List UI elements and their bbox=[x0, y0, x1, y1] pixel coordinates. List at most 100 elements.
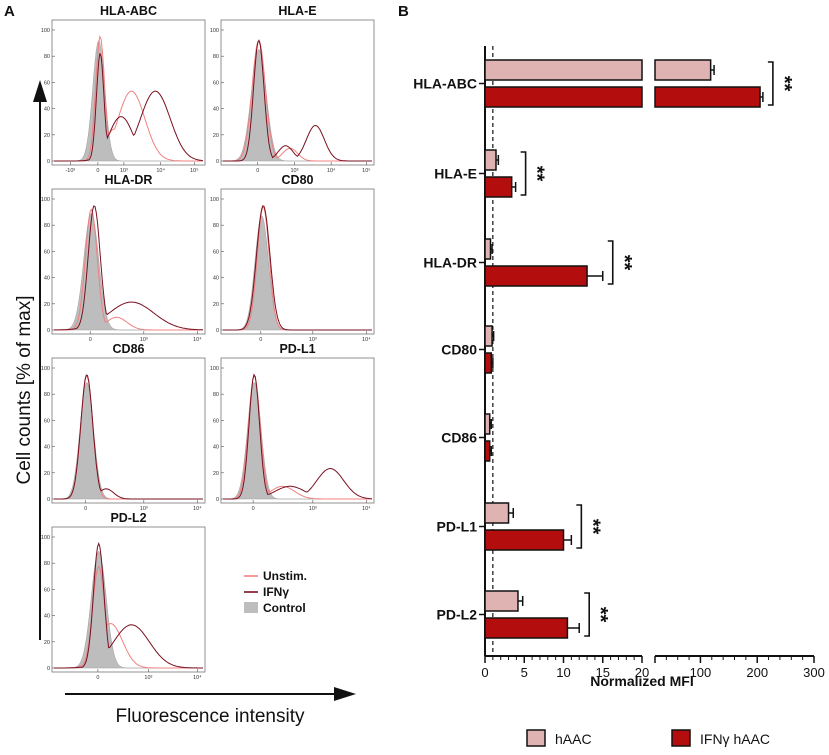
histogram-frame bbox=[220, 188, 375, 335]
y-tick-label: 60 bbox=[44, 249, 50, 255]
ifng-histogram bbox=[223, 373, 373, 500]
y-tick-label: 60 bbox=[213, 418, 219, 424]
x-tick-label: 300 bbox=[803, 665, 825, 680]
x-tick-label: 10³ bbox=[140, 506, 148, 512]
significance-stars: ** bbox=[773, 76, 795, 92]
x-tick-label: 0 bbox=[96, 675, 99, 681]
x-tick-label: 15 bbox=[596, 665, 610, 680]
x-tick-label: 0 bbox=[481, 665, 488, 680]
ifng-histogram bbox=[54, 53, 204, 162]
histogram-cd80: CD80 0 20 40 60 80 100 0 10³ 10⁴ bbox=[210, 173, 375, 343]
y-tick-label: 100 bbox=[41, 366, 50, 372]
x-tick-label: 100 bbox=[690, 665, 712, 680]
x-tick-label: 0 bbox=[259, 337, 262, 343]
category-label: CD86 bbox=[441, 430, 477, 446]
x-tick-label: 10⁴ bbox=[327, 167, 336, 174]
y-tick-label: 40 bbox=[44, 614, 50, 620]
panel-a-legend: Unstim. IFNγ Control bbox=[244, 569, 307, 615]
x-tick-label: 10³ bbox=[144, 675, 152, 681]
bar-IFNg-hAAC bbox=[484, 176, 513, 198]
y-tick-label: 0 bbox=[216, 497, 219, 503]
bar-group-cd86: CD86 bbox=[441, 413, 493, 462]
y-tick-label: 40 bbox=[213, 107, 219, 113]
ifng-histogram bbox=[223, 39, 372, 162]
significance-stars: ** bbox=[589, 607, 611, 623]
histogram-title: HLA-ABC bbox=[100, 4, 157, 18]
ifng-histogram bbox=[54, 541, 203, 669]
panel-b-bar-chart: 0 5 10 15 20 100 200 300 HLA-ABC ** HLA-E ** HLA-DR *… bbox=[413, 46, 825, 680]
y-tick-label: 20 bbox=[213, 133, 219, 139]
y-tick-label: 80 bbox=[44, 223, 50, 229]
histogram-title: PD-L2 bbox=[110, 511, 146, 525]
significance-stars: ** bbox=[613, 255, 635, 271]
x-tick-label: 10⁴ bbox=[193, 336, 202, 343]
x-tick-label: 10⁴ bbox=[193, 674, 202, 681]
x-tick-label: 10³ bbox=[140, 337, 148, 343]
y-tick-label: 100 bbox=[210, 366, 219, 372]
panel-a-y-axis-label: Cell counts [% of max] bbox=[14, 295, 35, 484]
panel-a-x-axis-label: Fluorescence intensity bbox=[115, 706, 305, 727]
y-tick-label: 80 bbox=[213, 223, 219, 229]
histogram-title: HLA-DR bbox=[105, 173, 153, 187]
bar-hAAC-part2 bbox=[654, 59, 712, 81]
x-axis-arrowhead bbox=[334, 687, 356, 701]
bar-hAAC bbox=[484, 149, 497, 171]
significance-bracket bbox=[520, 151, 527, 196]
y-tick-label: 20 bbox=[44, 471, 50, 477]
y-tick-label: 80 bbox=[44, 392, 50, 398]
bar-IFNg-hAAC bbox=[484, 440, 491, 462]
unstim-histogram bbox=[54, 565, 203, 669]
x-tick-label: 10⁴ bbox=[362, 505, 371, 512]
category-label: CD80 bbox=[441, 342, 477, 358]
y-tick-label: 60 bbox=[44, 587, 50, 593]
unstim-histogram bbox=[223, 374, 372, 500]
histogram-hla-abc: HLA-ABC 0 20 40 60 80 100 -10³ 0 10³ 10⁴ 10⁵ bbox=[41, 4, 206, 174]
histogram-cd86: CD86 0 20 40 60 80 100 0 10³ 10⁴ bbox=[41, 342, 206, 512]
y-tick-label: 80 bbox=[44, 54, 50, 60]
histogram-pd-l2: PD-L2 0 20 40 60 80 100 0 10³ 10⁴ bbox=[41, 511, 206, 681]
histogram-title: HLA-E bbox=[278, 4, 316, 18]
bar-group-hla-abc: HLA-ABC ** bbox=[413, 59, 795, 108]
bar-hAAC bbox=[484, 502, 510, 524]
significance-bracket bbox=[576, 504, 583, 549]
y-tick-label: 20 bbox=[44, 133, 50, 139]
bar-group-pd-l2: PD-L2 ** bbox=[437, 590, 611, 639]
y-tick-label: 40 bbox=[213, 445, 219, 451]
y-tick-label: 100 bbox=[210, 28, 219, 34]
histogram-hla-dr: HLA-DR 0 20 40 60 80 100 0 10³ 10⁴ bbox=[41, 173, 206, 343]
bar-group-cd80: CD80 bbox=[441, 325, 495, 374]
significance-bracket bbox=[607, 240, 614, 285]
y-tick-label: 100 bbox=[210, 197, 219, 203]
significance-bracket bbox=[767, 61, 774, 106]
y-tick-label: 20 bbox=[213, 471, 219, 477]
legend-swatch-control bbox=[244, 602, 258, 613]
bar-hAAC-part1 bbox=[484, 59, 643, 81]
y-tick-label: 80 bbox=[213, 392, 219, 398]
histogram-title: CD80 bbox=[282, 173, 314, 187]
y-tick-label: 60 bbox=[44, 418, 50, 424]
y-tick-label: 0 bbox=[216, 328, 219, 334]
panel-a-letter: A bbox=[4, 3, 15, 20]
x-tick-label: 10⁵ bbox=[362, 167, 370, 174]
unstim-histogram bbox=[54, 208, 203, 331]
bar-IFNg-hAAC bbox=[484, 352, 493, 374]
y-tick-label: 40 bbox=[44, 276, 50, 282]
histogram-frame bbox=[51, 526, 206, 673]
x-tick-label: -10³ bbox=[65, 168, 75, 174]
y-tick-label: 80 bbox=[44, 561, 50, 567]
histogram-pd-l1: PD-L1 0 20 40 60 80 100 0 10³ 10⁴ bbox=[210, 342, 375, 512]
y-tick-label: 20 bbox=[44, 640, 50, 646]
bar-IFNg-hAAC bbox=[484, 265, 588, 287]
category-label: PD-L1 bbox=[437, 519, 478, 535]
y-axis-arrowhead bbox=[33, 80, 47, 102]
panel-b-legend: hAAC IFNγ hAAC bbox=[526, 729, 770, 747]
y-tick-label: 40 bbox=[44, 445, 50, 451]
y-tick-label: 100 bbox=[41, 535, 50, 541]
x-tick-label: 200 bbox=[746, 665, 768, 680]
x-tick-label: 0 bbox=[84, 506, 87, 512]
x-tick-label: 10⁵ bbox=[190, 167, 198, 174]
category-label: HLA-DR bbox=[423, 255, 477, 271]
y-tick-label: 60 bbox=[213, 80, 219, 86]
bar-hAAC bbox=[484, 325, 493, 347]
ifng-histogram bbox=[223, 205, 372, 331]
